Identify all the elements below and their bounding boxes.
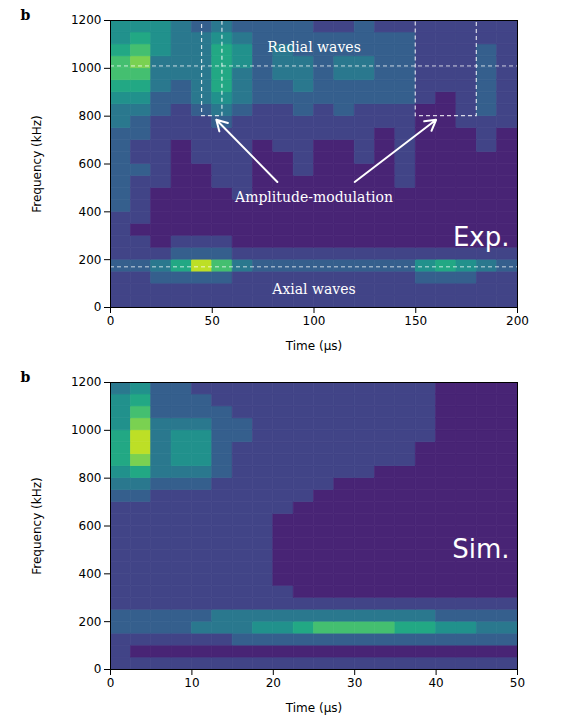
svg-text:Frequency (kHz): Frequency (kHz) [30,477,44,574]
svg-text:Axial waves: Axial waves [271,281,355,297]
svg-text:30: 30 [347,676,362,690]
svg-text:0: 0 [94,662,102,676]
svg-text:400: 400 [79,205,102,219]
svg-text:400: 400 [79,567,102,581]
svg-text:1200: 1200 [71,13,102,27]
svg-text:800: 800 [79,109,102,123]
svg-text:50: 50 [510,676,525,690]
svg-text:Radial waves: Radial waves [267,39,361,55]
svg-text:Time (μs): Time (μs) [285,339,342,353]
svg-text:20: 20 [266,676,281,690]
svg-text:10: 10 [184,676,199,690]
svg-text:600: 600 [79,157,102,171]
svg-text:b: b [21,369,31,385]
svg-text:1000: 1000 [71,61,102,75]
svg-text:200: 200 [79,615,102,629]
svg-text:Time (μs): Time (μs) [285,701,342,715]
svg-text:Amplitude-modulation: Amplitude-modulation [234,189,393,205]
svg-text:800: 800 [79,471,102,485]
svg-text:0: 0 [94,300,102,314]
svg-text:200: 200 [506,314,529,328]
svg-text:50: 50 [205,314,220,328]
svg-text:Sim.: Sim. [452,534,509,564]
svg-text:Exp.: Exp. [453,222,510,252]
svg-text:150: 150 [404,314,427,328]
svg-text:b: b [21,7,31,23]
svg-text:0: 0 [107,676,115,690]
svg-text:Frequency (kHz): Frequency (kHz) [30,115,44,212]
svg-text:1000: 1000 [71,423,102,437]
svg-text:200: 200 [79,253,102,267]
svg-text:40: 40 [428,676,443,690]
svg-text:0: 0 [107,314,115,328]
svg-text:1200: 1200 [71,375,102,389]
svg-text:100: 100 [303,314,326,328]
svg-text:600: 600 [79,519,102,533]
